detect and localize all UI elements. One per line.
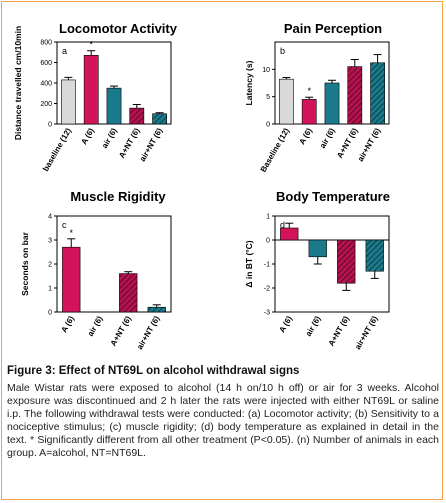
panel-d-category-1: air (6) [304,314,323,338]
figure-charts: Locomotor Activitya0200400600800Distance… [13,21,390,351]
panel-d-bar-3 [365,239,384,272]
panel-c-letter: c [62,220,67,230]
panel-d-ytick-label-1: -2 [264,286,270,293]
panel-c-title: Muscle Rigidity [70,189,166,204]
panel-c-category-1: air (6) [86,314,105,338]
panel-a-bar-1 [83,55,99,125]
panel-d-ytick-label-2: -1 [264,262,270,269]
panel-a-letter: a [62,46,67,56]
panel-a-bar-4 [152,113,167,125]
panel-b-bar-0 [279,78,294,125]
panel-c-ylabel: Seconds on bar [20,231,30,295]
panel-b-ytick-label-1: 5 [266,94,270,101]
figure-caption: Figure 3: Effect of NT69L on alcohol wit… [7,365,439,460]
panel-d-bar-0 [280,227,299,241]
panel-b-sig-star-1: * [307,86,311,96]
panel-a-category-1: A (6) [79,126,96,146]
panel-c-ytick-label-0: 0 [48,310,52,317]
panel-c-ytick-label-3: 3 [48,238,52,245]
panel-b-bar-2 [324,82,340,125]
panel-c-category-2: A+NT (6) [109,314,134,347]
panel-d-category-3: air+NT (6) [353,314,380,351]
panel-b-category-0: Baseline (12) [259,126,292,174]
panel-a-category-4: air+NT (6) [138,126,165,163]
panel-c-bar-2 [119,273,138,313]
panel-b-category-2: air (6) [318,126,337,150]
panel-b-category-3: A+NT (6) [335,126,360,159]
panel-a-ytick-label-2: 400 [40,81,52,88]
panel-b-title: Pain Perception [284,21,382,36]
panel-a-bar-2 [106,87,122,125]
panel-a-category-0: baseline (12) [41,126,73,173]
panel-d-ytick-label-4: 1 [266,214,270,221]
panel-d-bar-2 [337,239,356,284]
panel-c-sig-star-0: * [69,228,73,238]
caption-body: Male Wistar rats were exposed to alcohol… [7,382,439,459]
panel-c-ytick-label-2: 2 [48,262,52,269]
panel-a-ylabel: Distance travelled cm/10min [13,26,23,140]
panel-d-ytick-label-0: -3 [264,310,270,317]
panel-c-ytick-label-1: 1 [48,286,52,293]
panel-c-ytick-label-4: 4 [48,214,52,221]
panel-d-category-2: A+NT (6) [327,314,352,347]
panel-d-ytick-label-3: 0 [266,238,270,245]
caption-title: Figure 3: Effect of NT69L on alcohol wit… [7,365,300,377]
panel-a-ytick-label-0: 0 [48,122,52,129]
panel-d-ylabel: Δ in BT (°C) [244,240,254,287]
panel-a-sig-star-1: * [89,40,93,50]
panel-c-bar-0 [62,246,81,313]
panel-c-category-0: A (6) [59,314,76,334]
panel-b-bar-3 [347,66,363,125]
panel-a-title: Locomotor Activity [59,21,178,36]
panel-b-bar-1 [301,99,317,125]
panel-c-bar-3 [147,306,166,313]
panel-d-letter: d [280,220,285,230]
panel-c-category-3: air+NT (6) [135,314,162,351]
panel-a-ytick-label-4: 800 [40,40,52,47]
panel-b-category-1: A (6) [297,126,314,146]
panel-a-category-3: A+NT (6) [117,126,142,159]
panel-a-bar-3 [129,107,145,125]
panel-b-ylabel: Latency (s) [244,60,254,105]
panel-a-bar-0 [61,79,76,125]
panel-b-ytick-label-2: 10 [262,67,270,74]
panel-d-category-0: A (6) [277,314,294,334]
panel-b-bar-4 [370,62,385,125]
panel-b-letter: b [280,46,285,56]
panel-d-title: Body Temperature [276,189,390,204]
panel-a-ytick-label-3: 600 [40,60,52,67]
panel-d-bar-1 [308,239,327,258]
panel-b-ytick-label-0: 0 [266,122,270,129]
panel-b-category-4: air+NT (6) [356,126,383,163]
panel-a-ytick-label-1: 200 [40,101,52,108]
panel-a-category-2: air (6) [100,126,119,150]
